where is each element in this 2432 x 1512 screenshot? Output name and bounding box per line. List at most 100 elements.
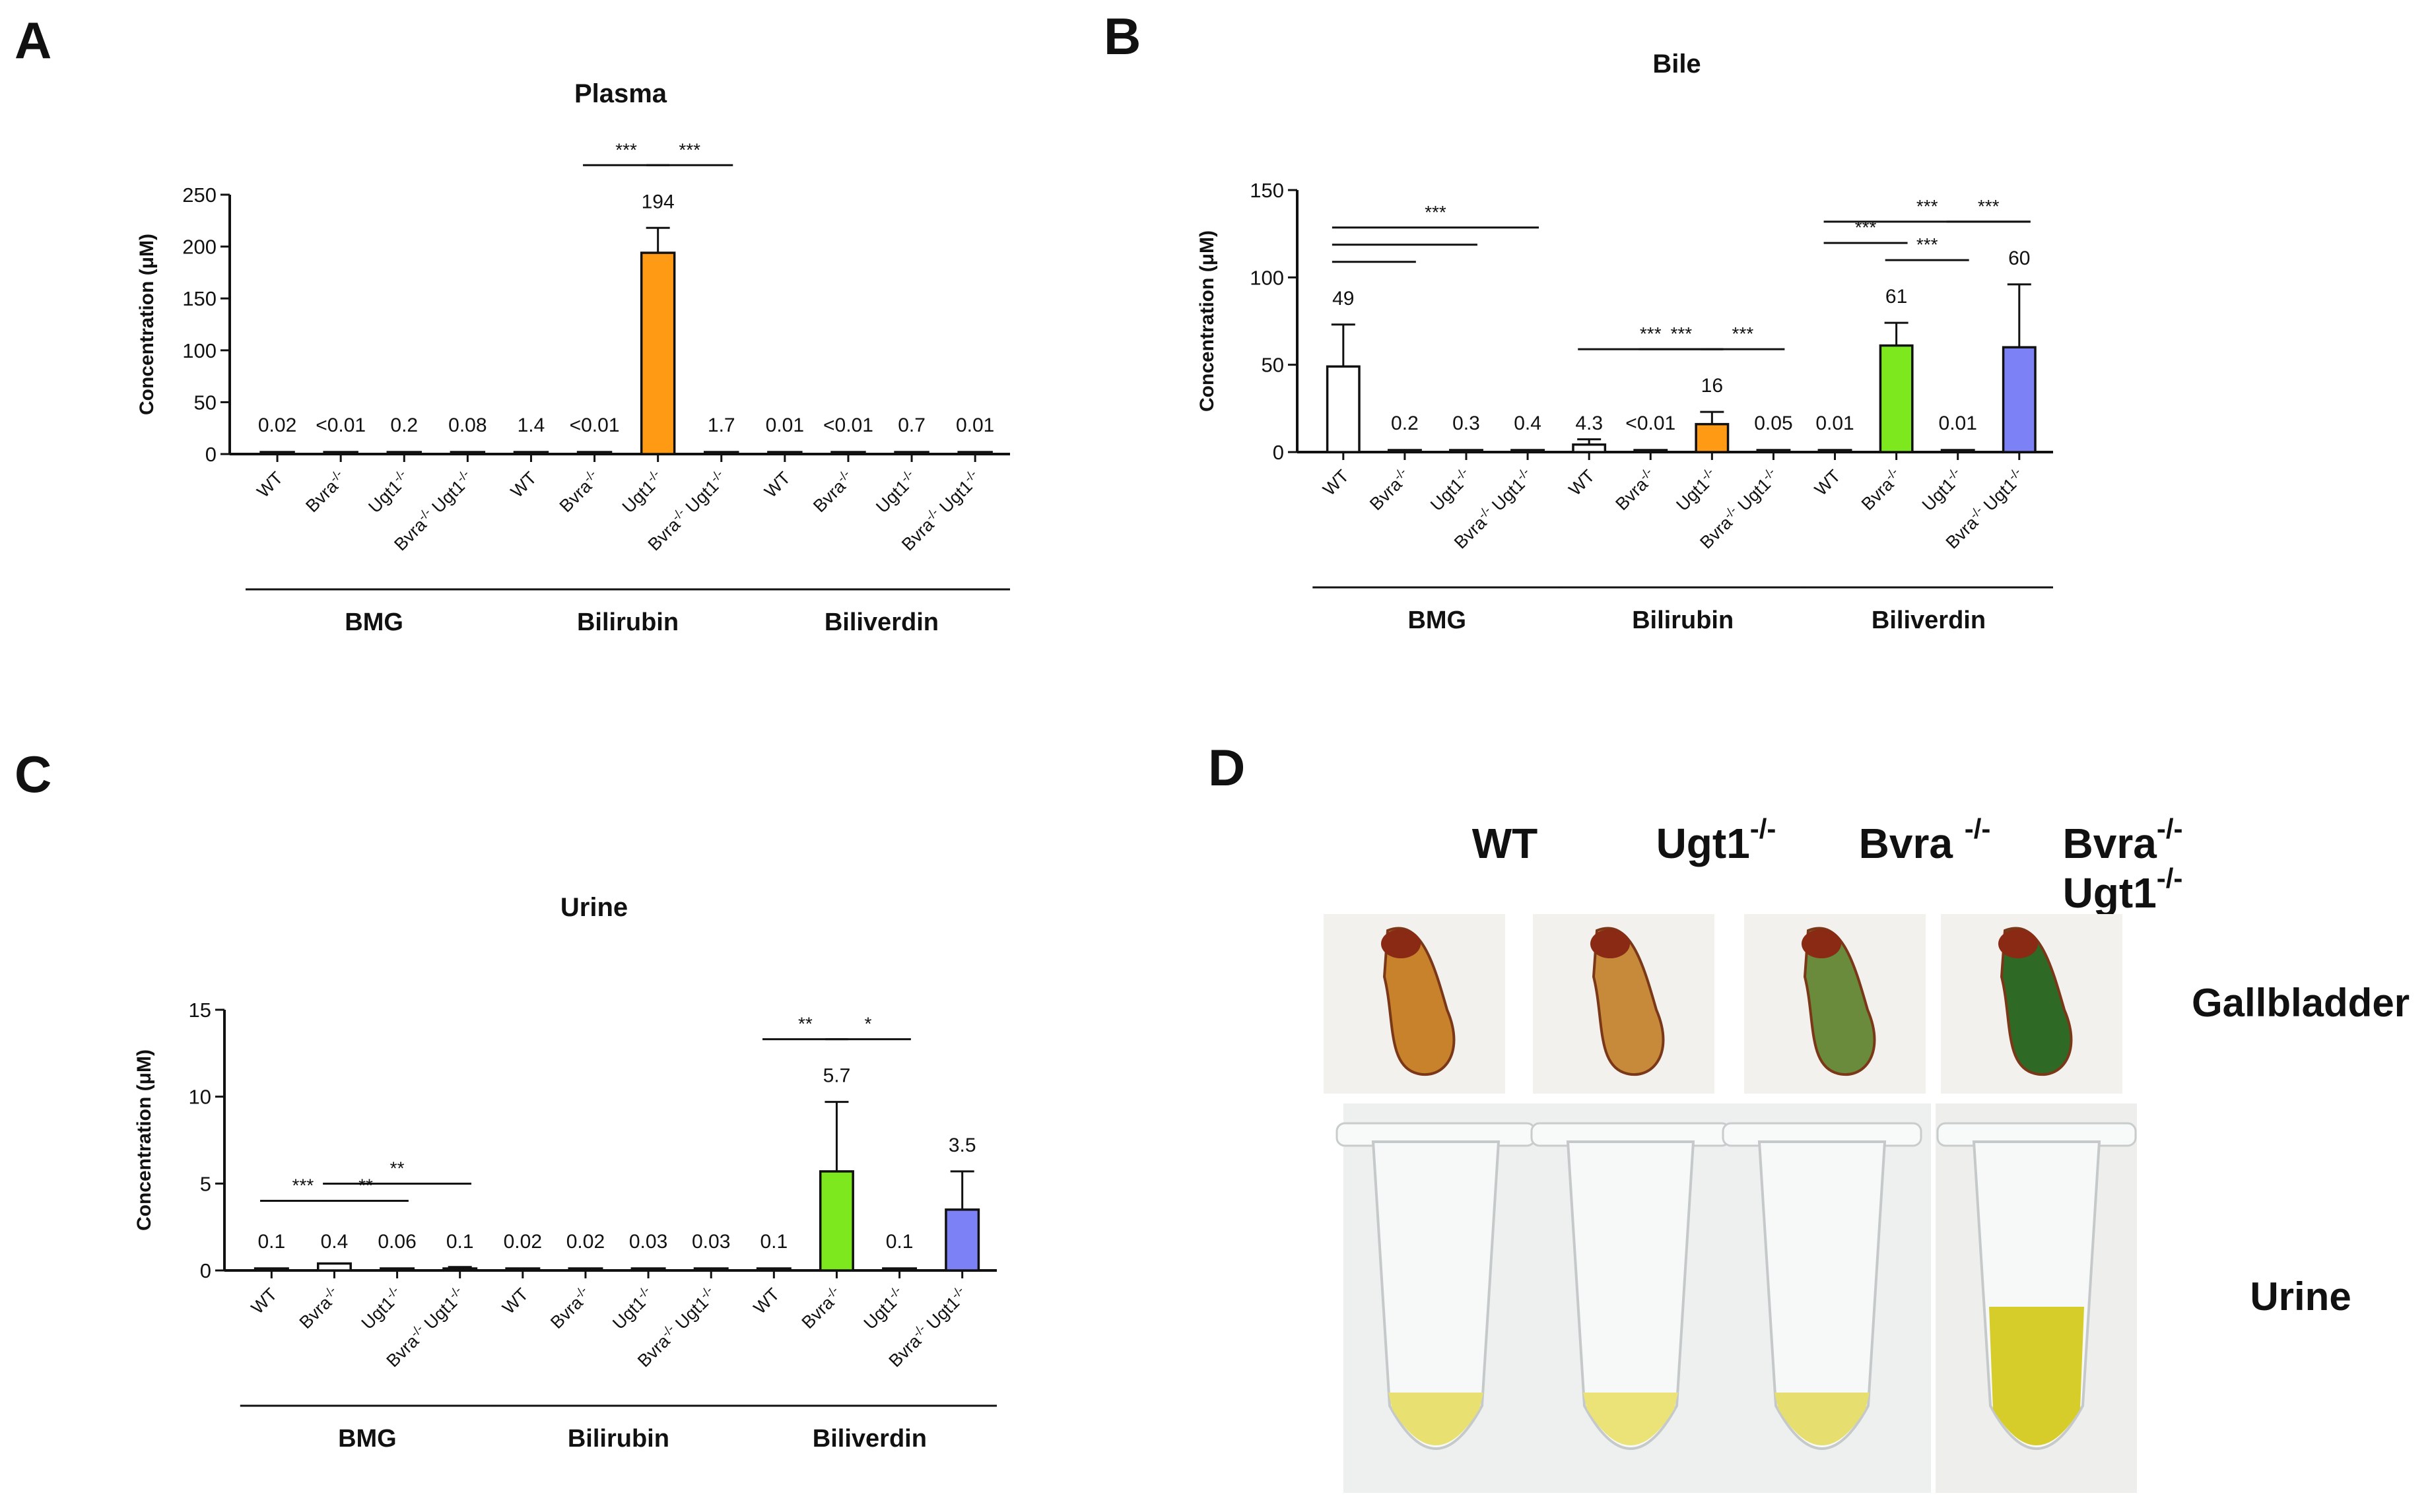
group-label: Biliverdin	[825, 608, 939, 636]
significance-label: ***	[1425, 202, 1446, 222]
chart-urine: Urine Concentration (μM) 0 5 10 15 0.1 WT 0.4 Bvr…	[133, 893, 997, 1453]
data-label: 1.7	[708, 414, 735, 436]
data-label: 0.2	[1391, 412, 1419, 434]
group-label: BMG	[338, 1425, 397, 1453]
x-tick-label: WT	[498, 1284, 532, 1318]
column-header-line2: Ugt1-/-	[2063, 863, 2183, 917]
bar	[1817, 449, 1852, 453]
x-tick-label: Ugt1-/-​	[618, 467, 667, 517]
data-label: 0.1	[886, 1231, 914, 1253]
y-tick-label: 250	[182, 183, 217, 207]
significance-label: ***	[1670, 323, 1692, 344]
panel-label-b: B	[1104, 7, 1141, 65]
bar	[380, 1267, 415, 1272]
urine-fill	[1583, 1393, 1678, 1445]
data-label: 1.4	[518, 414, 545, 436]
significance-label: ***	[615, 139, 637, 160]
x-tick-label: WT	[1565, 466, 1599, 500]
x-tick-label: WT	[1811, 466, 1844, 500]
bar	[2002, 346, 2037, 453]
significance-label: ***	[679, 139, 700, 160]
significance-label: ***	[1640, 323, 1662, 344]
x-tick-label: WT	[1319, 466, 1353, 500]
data-label: 0.01	[1939, 412, 1977, 434]
data-label: 5.7	[823, 1065, 851, 1087]
significance-label: ***	[1978, 196, 2000, 216]
data-label: 0.2	[390, 414, 418, 436]
data-label: 0.4	[1514, 412, 1541, 434]
group-label: Bilirubin	[577, 608, 679, 636]
group-label: BMG	[1407, 607, 1466, 634]
x-tick-label: Ugt1-/-​	[357, 1284, 407, 1333]
group-label: Biliverdin	[813, 1425, 927, 1453]
chart-title: Bile	[1652, 49, 1701, 79]
significance-label: ***	[1916, 196, 1938, 216]
y-tick-label: 15	[189, 999, 211, 1022]
bar	[767, 451, 803, 455]
chart-title: Urine	[560, 893, 628, 922]
bar	[957, 451, 993, 455]
column-header: WT	[1472, 820, 1538, 867]
data-label: 0.01	[956, 414, 994, 436]
gallbladder-duct	[1998, 929, 2038, 958]
x-tick-label: Bvra-/-​	[809, 467, 858, 516]
significance-label: **	[390, 1158, 405, 1178]
bar	[819, 1170, 854, 1272]
x-tick-label: Bvra-/-​	[1611, 465, 1660, 514]
bar	[1756, 449, 1791, 453]
gallbladder-organ	[1803, 927, 1876, 1076]
significance-label: **	[798, 1014, 813, 1034]
bar	[756, 1267, 792, 1272]
bar	[630, 1267, 666, 1272]
data-label: 0.05	[1754, 412, 1792, 434]
bar	[1879, 344, 1914, 453]
x-tick-label: Bvra-/-​	[546, 1284, 595, 1332]
bar	[830, 451, 866, 455]
bar	[1572, 443, 1607, 453]
photo-panel: WT Ugt1-/- Bvra -/- Bvra-/-Ugt1-/-Gallbladd…	[1324, 813, 2410, 1493]
data-label: <0.01	[316, 414, 366, 436]
data-label: 0.1	[446, 1231, 474, 1253]
x-tick-label: WT	[750, 1284, 784, 1318]
data-label: 0.02	[258, 414, 296, 436]
chart-bile: Bile Concentration (μM) 0 50 100 150 49 WT 0.2 Bv…	[1196, 49, 2053, 634]
bar	[1940, 449, 1975, 453]
bar	[323, 451, 358, 455]
y-tick-label: 150	[182, 287, 217, 310]
urine-fill	[1774, 1393, 1870, 1445]
data-label: 0.02	[504, 1231, 542, 1253]
gallbladder-duct	[1590, 929, 1630, 958]
data-label: 0.01	[1815, 412, 1854, 434]
column-header: Bvra-/-	[2063, 813, 2183, 867]
data-label: 0.1	[257, 1231, 285, 1253]
tube-body	[1566, 1140, 1695, 1450]
x-tick-label: Bvra-/-​	[1365, 465, 1414, 514]
x-tick-label: WT	[760, 468, 794, 502]
x-tick-label: WT	[248, 1284, 281, 1318]
bar	[894, 451, 929, 455]
y-tick-label: 100	[1250, 266, 1284, 289]
bar	[253, 1267, 289, 1272]
panel-label-d: D	[1208, 739, 1245, 797]
bar	[1449, 449, 1483, 453]
data-label: 0.01	[766, 414, 804, 436]
bar	[1326, 365, 1361, 453]
data-label: 0.08	[448, 414, 487, 436]
x-tick-label: Bvra-/-​	[295, 1284, 344, 1332]
y-tick-label: 150	[1250, 179, 1284, 202]
data-label: 0.03	[629, 1231, 667, 1253]
data-label: 49	[1332, 288, 1354, 310]
x-tick-label: WT	[253, 468, 287, 502]
group-label: Bilirubin	[568, 1425, 669, 1453]
bar	[1387, 449, 1422, 453]
data-label: <0.01	[823, 414, 873, 436]
urine-fill	[1388, 1393, 1483, 1445]
bar	[693, 1267, 729, 1272]
bar	[945, 1208, 980, 1272]
y-tick-label: 0	[200, 1259, 211, 1282]
gallbladder-duct	[1381, 929, 1421, 958]
bar	[640, 251, 676, 455]
bar	[316, 1262, 352, 1272]
data-label: 0.7	[898, 414, 926, 436]
x-tick-label: Bvra-/-​	[797, 1284, 846, 1332]
